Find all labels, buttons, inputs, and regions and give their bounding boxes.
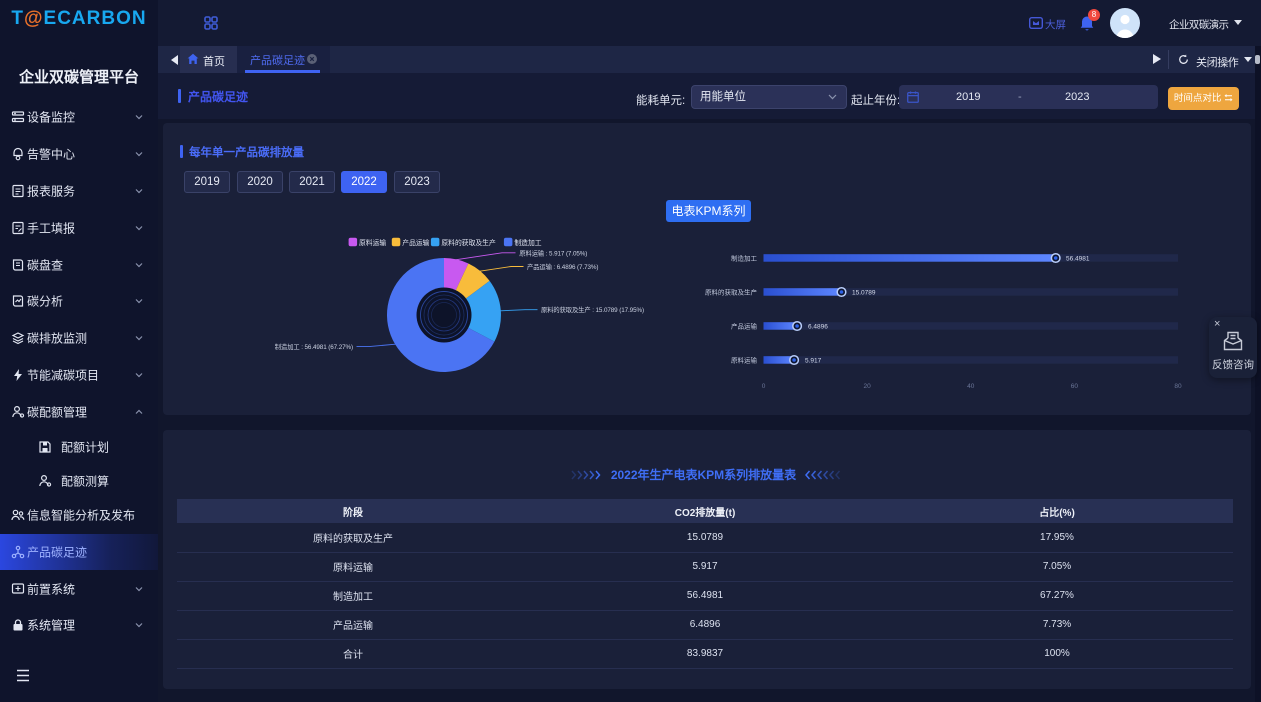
svg-text:0: 0 bbox=[762, 383, 766, 390]
svg-text:产品运输: 产品运输 bbox=[402, 238, 429, 247]
svg-text:6.4896: 6.4896 bbox=[808, 324, 828, 331]
svg-text:产品运输 : 6.4896 (7.73%): 产品运输 : 6.4896 (7.73%) bbox=[527, 262, 598, 271]
svg-text:制造加工 : 56.4981 (67.27%): 制造加工 : 56.4981 (67.27%) bbox=[275, 342, 353, 351]
svg-text:5.917: 5.917 bbox=[805, 358, 822, 365]
svg-text:制造加工: 制造加工 bbox=[731, 254, 758, 263]
svg-text:原料的获取及生产: 原料的获取及生产 bbox=[441, 238, 496, 247]
svg-text:制造加工: 制造加工 bbox=[514, 238, 541, 247]
svg-text:原料的获取及生产: 原料的获取及生产 bbox=[705, 288, 758, 297]
svg-text:原料运输 : 5.917 (7.05%): 原料运输 : 5.917 (7.05%) bbox=[519, 248, 587, 257]
svg-text:20: 20 bbox=[863, 383, 871, 390]
svg-text:产品运输: 产品运输 bbox=[731, 322, 758, 331]
svg-text:原料运输: 原料运输 bbox=[731, 356, 758, 365]
svg-text:56.4981: 56.4981 bbox=[1066, 256, 1090, 263]
svg-text:40: 40 bbox=[967, 383, 975, 390]
svg-text:15.0789: 15.0789 bbox=[852, 290, 876, 297]
svg-text:60: 60 bbox=[1071, 383, 1079, 390]
svg-text:80: 80 bbox=[1174, 383, 1182, 390]
svg-text:原料的获取及生产 : 15.0789 (17.95%): 原料的获取及生产 : 15.0789 (17.95%) bbox=[541, 305, 644, 314]
svg-text:原料运输: 原料运输 bbox=[359, 238, 386, 247]
